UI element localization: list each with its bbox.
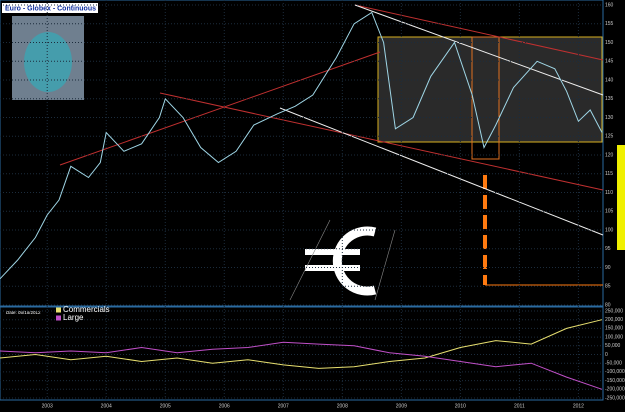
y-tick-label: 150 — [605, 40, 614, 46]
x-tick-label: 2004 — [101, 403, 112, 409]
x-tick-label: 2011 — [514, 403, 525, 409]
price-frame — [0, 0, 604, 307]
y-tick-label: 115 — [605, 171, 613, 177]
data-line — [0, 11, 603, 280]
y-tick-label: 110 — [605, 190, 613, 196]
y-tick-label: 160 — [605, 2, 614, 8]
y-tick-label: -100,000 — [605, 369, 625, 375]
x-tick-label: 2012 — [573, 403, 584, 409]
cot-frame — [0, 306, 604, 401]
x-tick-label: 2003 — [42, 403, 53, 409]
legend-label: Large — [63, 313, 84, 322]
y-tick-label: 90 — [605, 265, 611, 271]
y-tick-label: 95 — [605, 246, 611, 252]
y-tick-label: 100 — [605, 227, 614, 233]
volume-marker — [617, 145, 625, 250]
data-line — [0, 341, 603, 390]
x-tick-label: 2009 — [396, 403, 407, 409]
y-tick-label: 105 — [605, 209, 614, 215]
x-tick-label: 2006 — [219, 403, 230, 409]
y-tick-label: 140 — [605, 77, 614, 83]
y-tick-label: 130 — [605, 115, 614, 121]
trend-line — [354, 4, 604, 61]
y-tick-label: -50,000 — [605, 361, 622, 367]
legend-swatch — [56, 315, 61, 321]
trend-line — [159, 92, 604, 191]
data-line — [0, 319, 603, 369]
euro-symbol — [289, 219, 396, 301]
y-tick-label: 0 — [605, 352, 608, 358]
trend-line — [279, 107, 604, 236]
y-tick-label: 155 — [605, 21, 614, 27]
date-label: Date: 05/15/2012 — [6, 310, 41, 315]
legend-label: Commercials — [63, 305, 110, 314]
y-tick-label: 200,000 — [605, 317, 623, 323]
y-tick-label: 125 — [605, 134, 614, 140]
y-tick-label: 135 — [605, 96, 614, 102]
trend-line — [59, 51, 381, 166]
x-tick-label: 2008 — [337, 403, 348, 409]
y-tick-label: 100,000 — [605, 334, 623, 340]
x-tick-label: 2010 — [455, 403, 466, 409]
highlight-box — [471, 36, 500, 160]
y-tick-label: 85 — [605, 284, 611, 290]
y-tick-label: 145 — [605, 59, 614, 65]
title-box — [2, 3, 98, 13]
y-tick-label: -250,000 — [605, 395, 625, 401]
logo-image — [24, 32, 72, 92]
y-tick-label: 50,000 — [605, 343, 621, 349]
y-tick-label: 80 — [605, 302, 611, 308]
y-tick-label: 250,000 — [605, 308, 623, 314]
y-tick-label: 150,000 — [605, 326, 623, 332]
x-tick-label: 2007 — [278, 403, 289, 409]
y-tick-label: -150,000 — [605, 378, 625, 384]
chart-title: Euro - Globex - Continuous — [5, 5, 96, 12]
legend-swatch — [56, 307, 61, 313]
y-tick-label: 120 — [605, 152, 614, 158]
x-tick-label: 2005 — [160, 403, 171, 409]
y-tick-label: -200,000 — [605, 387, 625, 393]
